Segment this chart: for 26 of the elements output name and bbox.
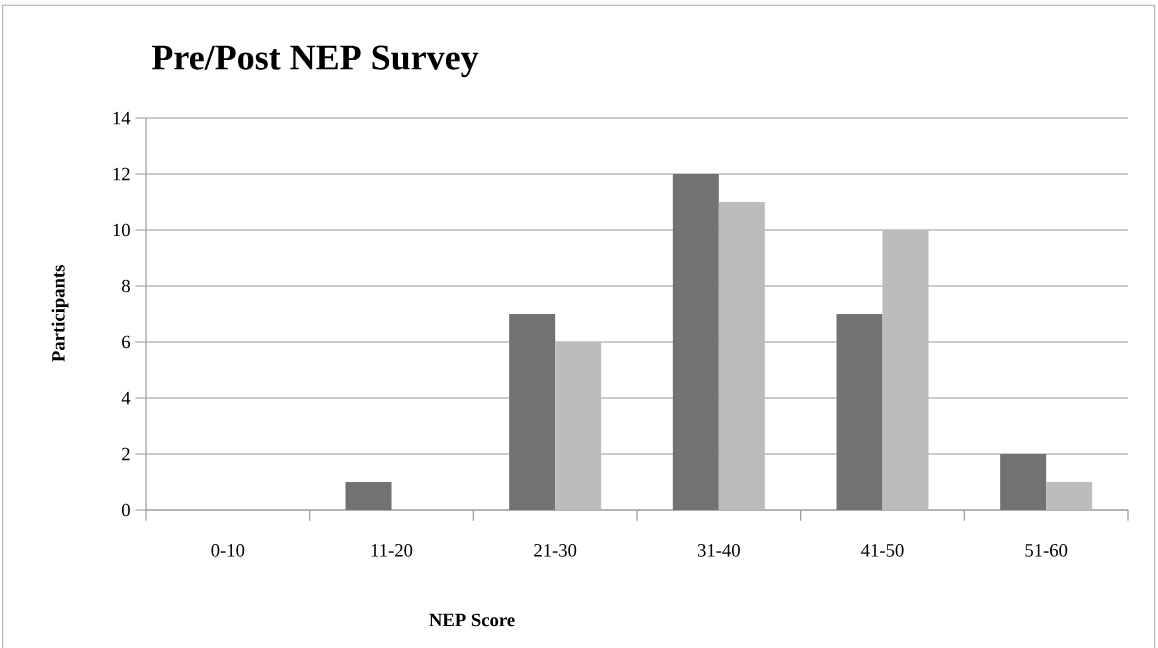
bar (1000, 453, 1047, 510)
x-tick-label: 41-50 (861, 544, 904, 557)
bar (882, 229, 929, 510)
bar (509, 313, 556, 510)
y-tick-label: 6 (122, 335, 131, 349)
y-tick-label: 0 (122, 503, 130, 517)
y-tick-label: 14 (113, 111, 131, 125)
y-tick-label: 2 (122, 447, 130, 461)
y-tick-label: 4 (121, 391, 131, 405)
y-tick-label: 8 (122, 279, 130, 293)
bar (1046, 481, 1093, 510)
bar (836, 313, 883, 510)
bar (345, 481, 392, 510)
x-tick-label: 21-30 (534, 544, 577, 557)
chart-title: Pre/Post NEP Survey (151, 45, 479, 78)
x-axis-title: NEP Score (429, 613, 515, 627)
bar (672, 173, 719, 510)
x-tick-label: 0-10 (211, 544, 245, 557)
y-axis-title: Participants (51, 265, 69, 362)
bar (718, 201, 765, 510)
bar (555, 341, 602, 510)
y-tick-label: 12 (113, 167, 130, 181)
x-tick-label: 11-20 (371, 544, 413, 557)
x-tick-label: 51-60 (1025, 544, 1068, 557)
y-tick-label: 10 (113, 223, 130, 237)
x-tick-label: 31-40 (697, 544, 740, 557)
